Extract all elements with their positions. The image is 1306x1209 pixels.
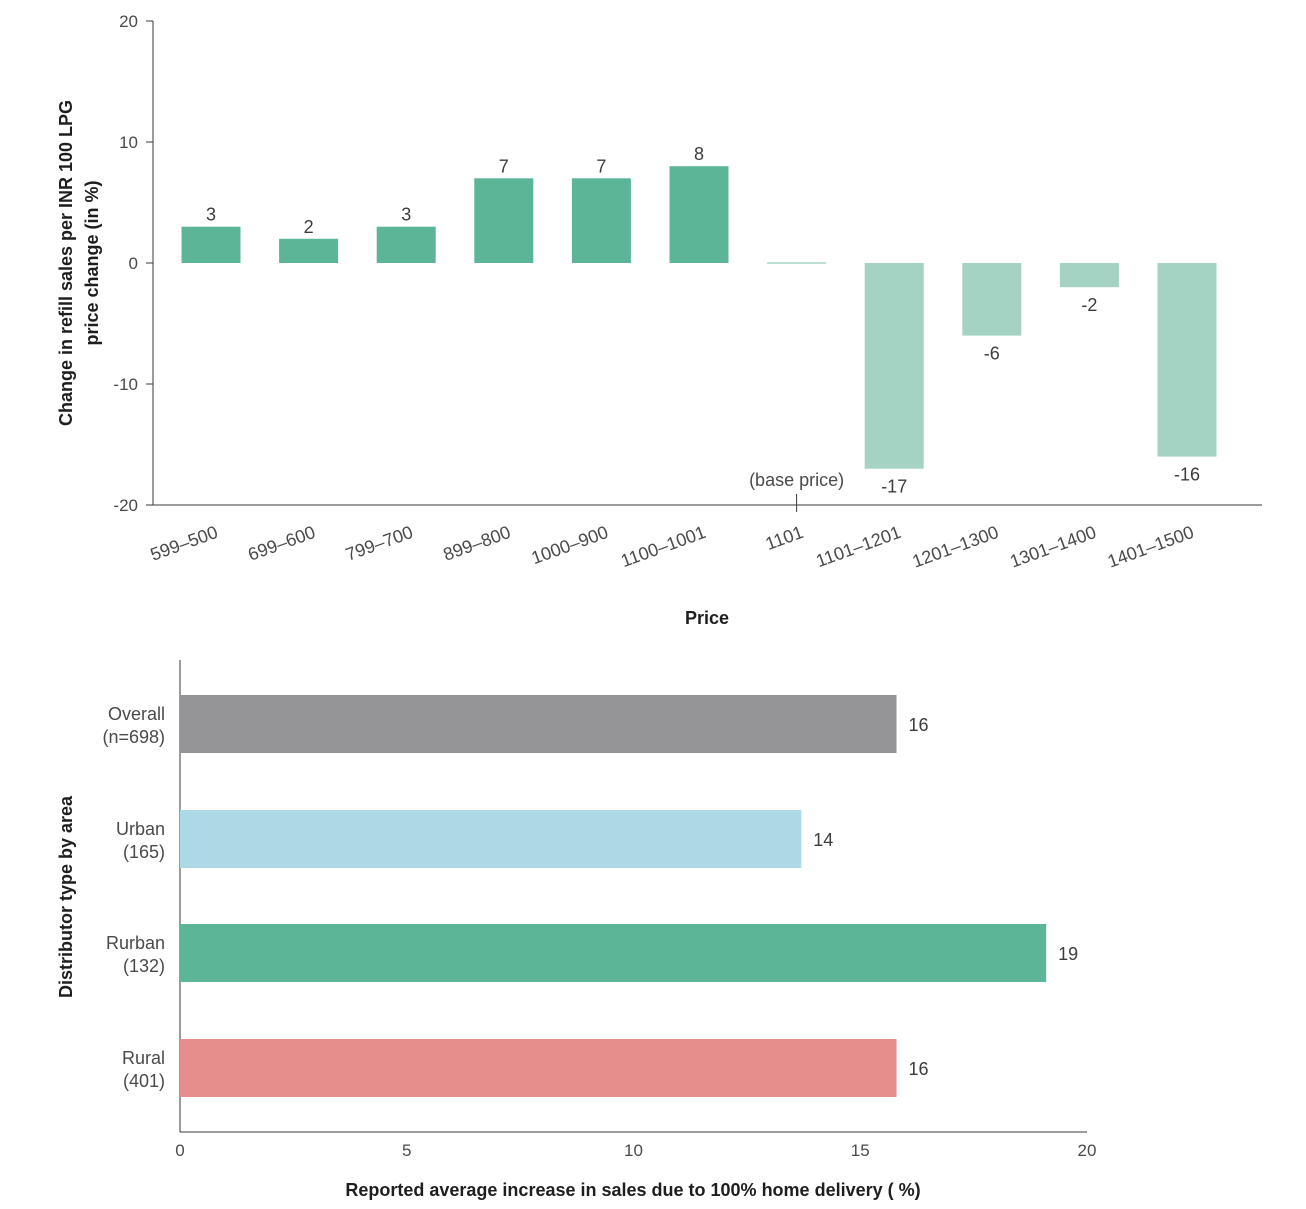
x-tick-label: 899–800 (440, 522, 513, 565)
category-label: Urban (116, 819, 165, 839)
bar-1401–1500 (1157, 263, 1217, 457)
x-tick-label: 699–600 (245, 522, 318, 565)
category-sublabel: (401) (123, 1071, 165, 1091)
x-axis-title: Price (685, 608, 729, 628)
distributor-chart: 0 5 10 15 20 16 Overall (n=698) 14 Urban (165) 19 Ru… (56, 660, 1096, 1200)
y-tick-label: -20 (113, 496, 138, 515)
y-tick-label: 10 (119, 133, 138, 152)
x-tick-label: 1201–1300 (910, 522, 1002, 572)
category-sublabel: (132) (123, 956, 165, 976)
bar-899–800 (474, 178, 534, 263)
x-tick-label: 1301–1400 (1007, 522, 1099, 572)
x-tick-label: 1101 (763, 522, 806, 554)
base-price-annotation: (base price) (749, 470, 844, 490)
y-tick-label: 0 (129, 254, 138, 273)
x-tick-label: 1101–1201 (813, 522, 903, 571)
category-sublabel: (165) (123, 842, 165, 862)
data-label: 3 (206, 205, 216, 225)
data-label: 16 (909, 1059, 929, 1079)
category-label: Overall (108, 704, 165, 724)
y-axis-title: Distributor type by area (56, 795, 76, 998)
x-tick-label: 1000–900 (529, 522, 611, 568)
x-axis-title: Reported average increase in sales due t… (345, 1180, 920, 1200)
data-label: 16 (909, 715, 929, 735)
bar-799–700 (376, 226, 436, 263)
category-label: Rural (122, 1048, 165, 1068)
y-axis-title: Change in refill sales per INR 100 LPG pr… (56, 100, 102, 426)
x-tick-label: 599–500 (148, 522, 221, 565)
data-label: 3 (401, 205, 411, 225)
x-tick-label: 1100–1001 (618, 522, 708, 571)
bar-urban (180, 810, 802, 868)
bar-overall (180, 695, 897, 753)
data-label: -6 (984, 344, 1000, 364)
data-label: 14 (813, 830, 833, 850)
category-label: Rurban (106, 933, 165, 953)
x-tick-label: 15 (851, 1141, 870, 1160)
category-sublabel: (n=698) (102, 727, 165, 747)
data-label: -2 (1081, 295, 1097, 315)
x-tick-label: 1401–1500 (1105, 522, 1197, 572)
data-label: 19 (1058, 944, 1078, 964)
data-label: 7 (596, 156, 606, 176)
bar-599–500 (181, 226, 241, 263)
x-tick-label: 5 (402, 1141, 411, 1160)
data-label: -17 (881, 477, 907, 497)
y-tick-label: -10 (113, 375, 138, 394)
data-label: 8 (694, 144, 704, 164)
y-axis-title-line: price change (in %) (82, 180, 102, 345)
bar-1201–1300 (962, 263, 1022, 336)
bar-1101–1201 (864, 263, 924, 469)
data-label: 2 (304, 217, 314, 237)
y-tick-label: 20 (119, 12, 138, 31)
y-axis-title-line: Change in refill sales per INR 100 LPG (56, 100, 76, 426)
bar-699–600 (279, 238, 339, 263)
x-tick-label: 10 (624, 1141, 643, 1160)
bar-rural (180, 1039, 897, 1097)
data-label: 7 (499, 156, 509, 176)
bar-rurban (180, 924, 1047, 982)
x-tick-label: 20 (1078, 1141, 1097, 1160)
data-label: -16 (1174, 465, 1200, 485)
bar-1100–1001 (669, 166, 729, 263)
price-change-chart: 20 10 0 -10 -20 3 599–500 2 699–600 3 799–700 7 899–… (56, 12, 1262, 628)
bar-1301–1400 (1059, 263, 1119, 288)
bar-1000–900 (571, 178, 631, 263)
x-tick-label: 799–700 (343, 522, 416, 565)
x-tick-label: 0 (175, 1141, 184, 1160)
